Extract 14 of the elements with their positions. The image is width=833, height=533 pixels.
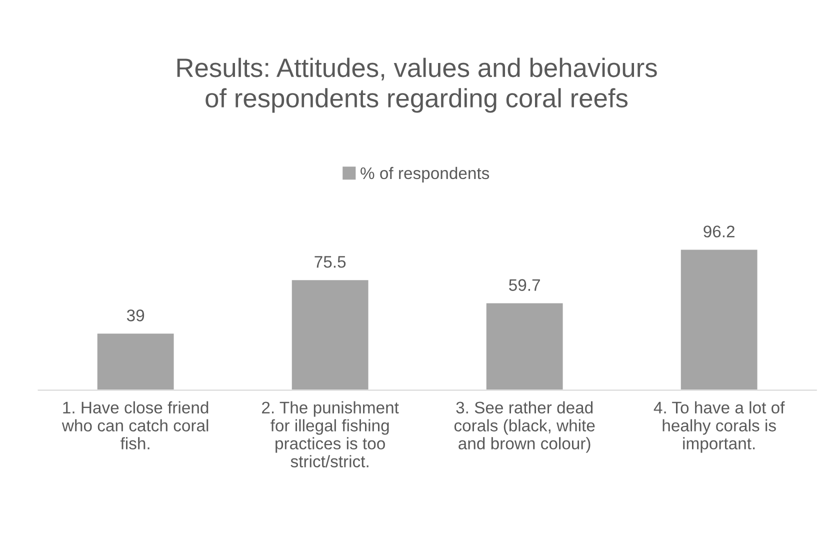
data-label: 59.7 xyxy=(509,279,540,291)
x-tick-label: 1. Have close friend who can catch coral fish. xyxy=(62,401,208,450)
chart-title: Results: Attitudes, values and behaviours of respondents regarding coral reefs xyxy=(177,58,657,113)
legend-label: % of respondents xyxy=(360,166,490,182)
bar xyxy=(679,248,759,390)
x-tick-label: 3. See rather dead corals (black, white and brown colour) xyxy=(454,401,595,453)
bar xyxy=(290,278,370,390)
data-label: 96.2 xyxy=(704,226,734,238)
data-label: 39 xyxy=(126,310,144,322)
x-tick-label: 4. To have a lot of healhy corals is important. xyxy=(654,401,785,453)
bar xyxy=(484,302,564,390)
data-label: 75.5 xyxy=(314,256,346,268)
bar xyxy=(96,332,176,390)
x-tick-label: 2. The punishment for illegal fishing practices is too strict/strict. xyxy=(262,401,399,468)
